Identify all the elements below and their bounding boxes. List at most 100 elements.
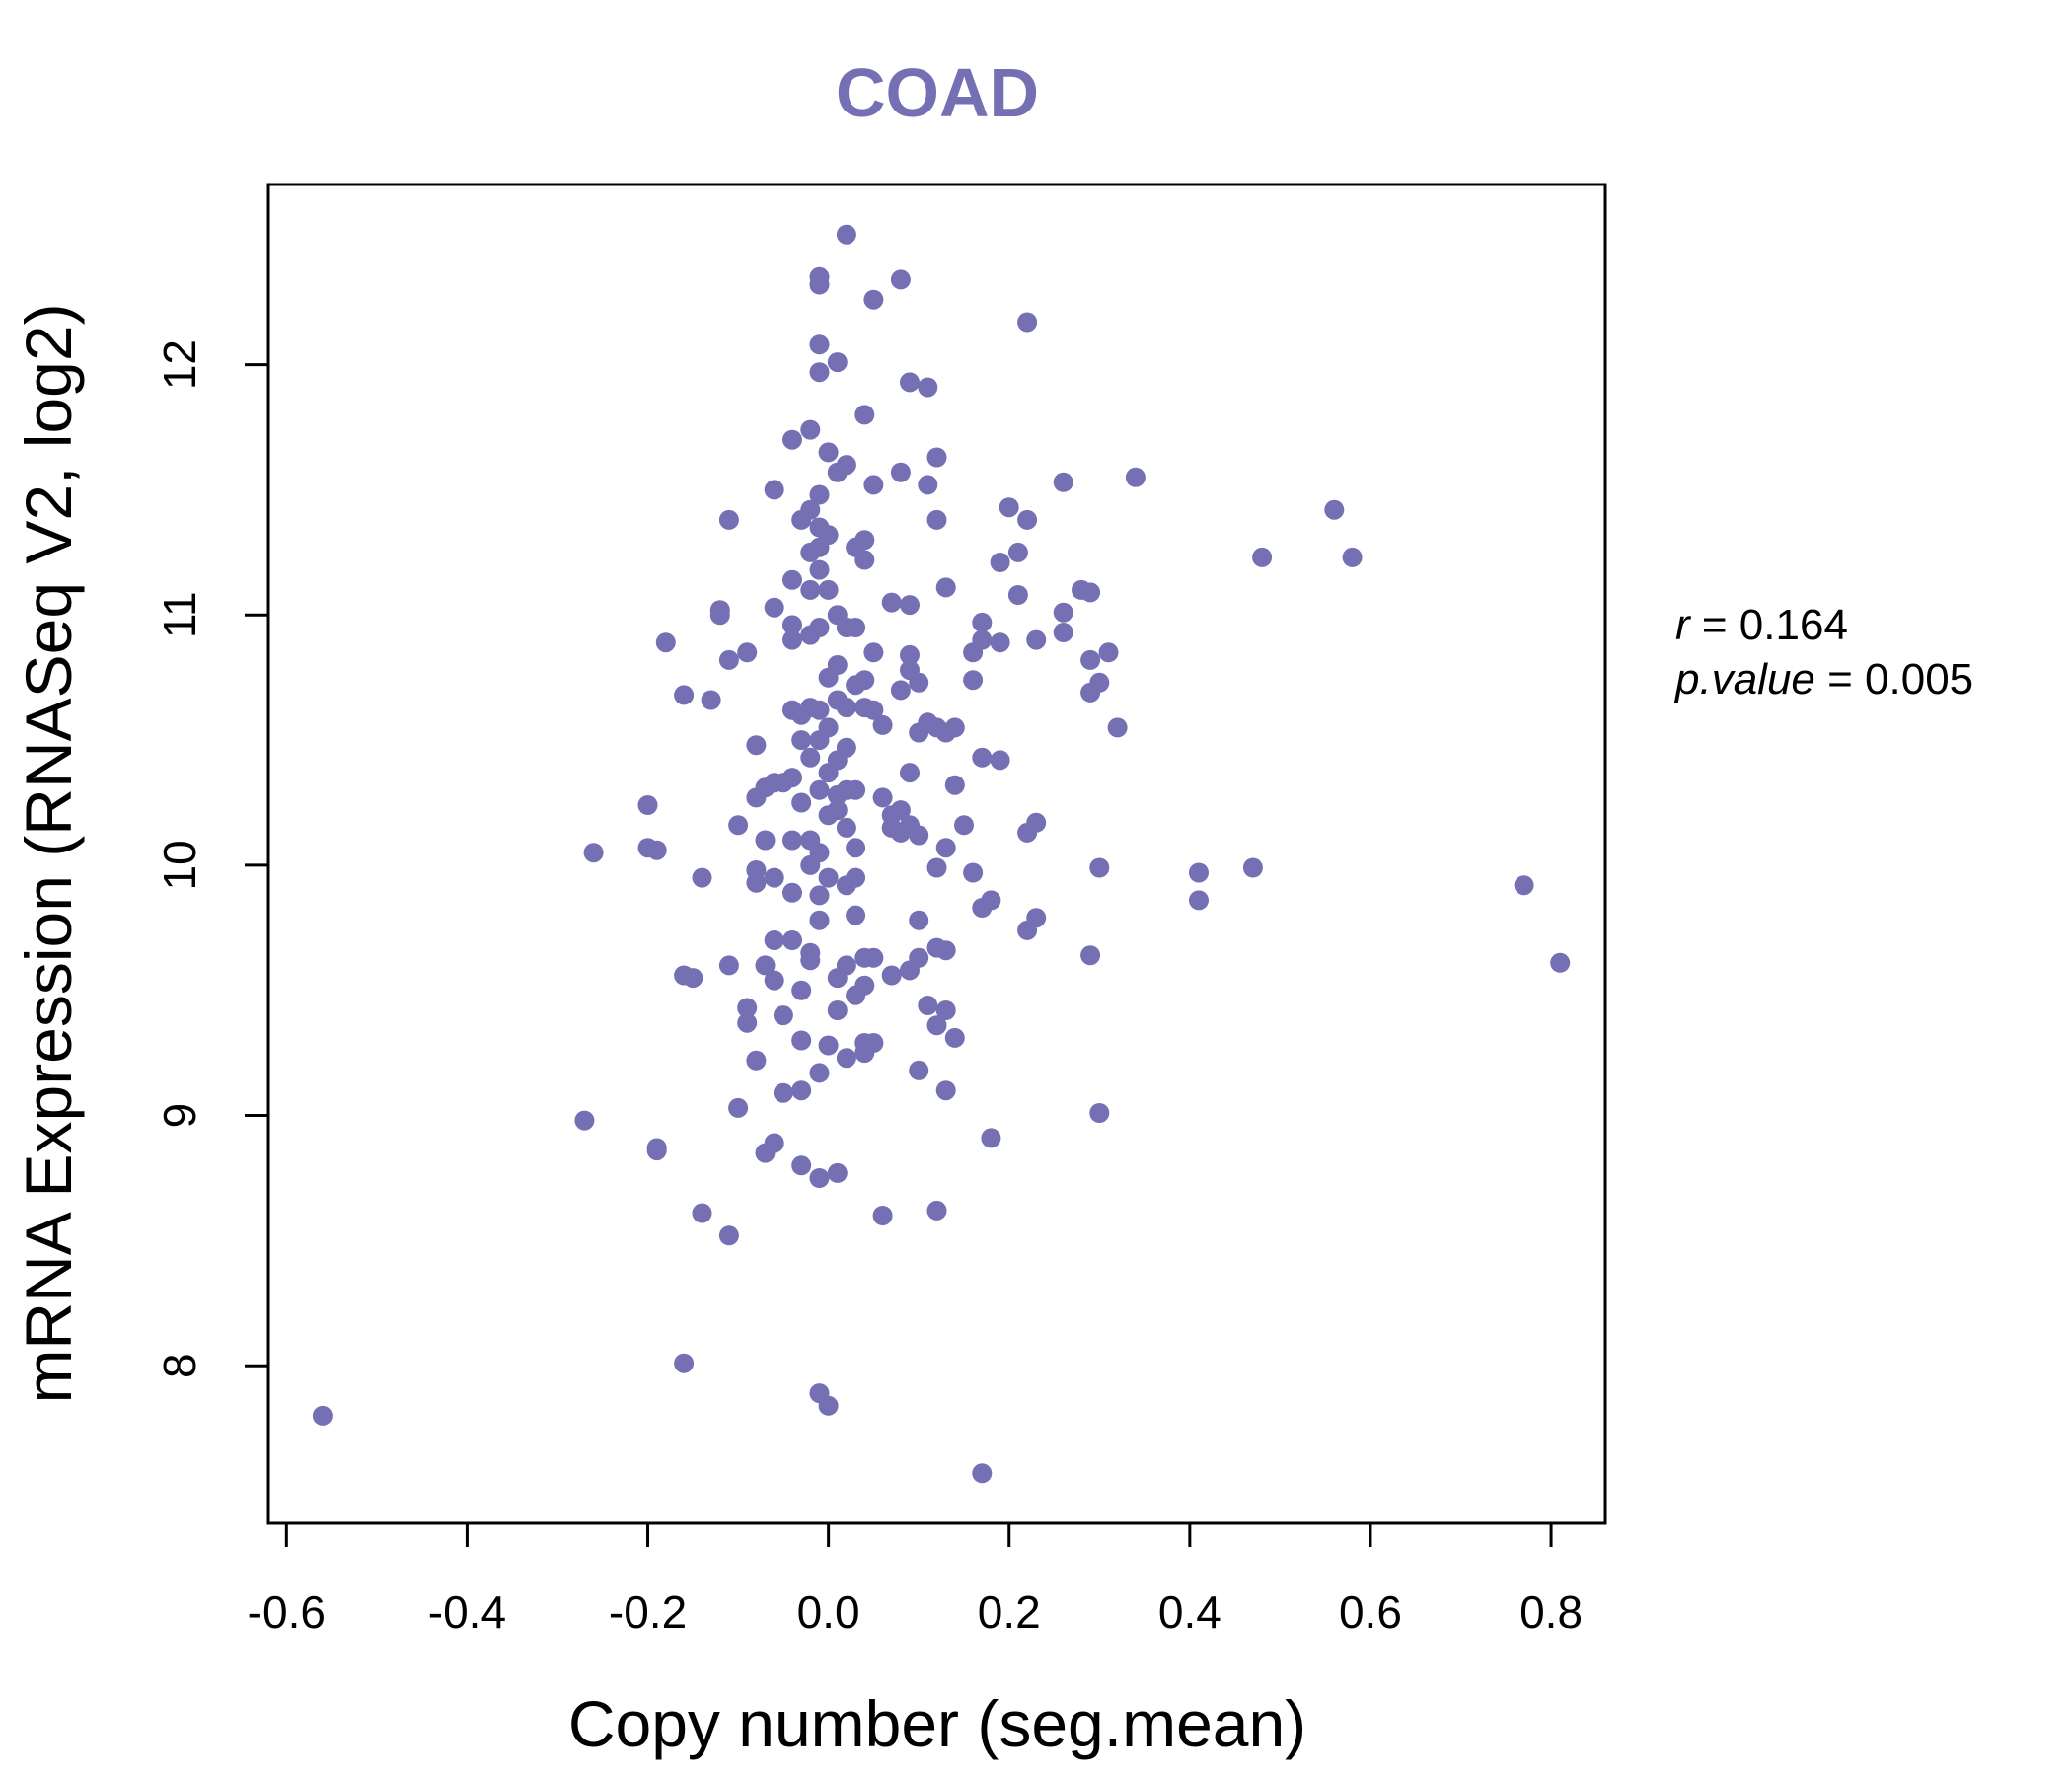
x-tick-label: 0.8 (1519, 1587, 1583, 1638)
data-point (773, 1082, 793, 1103)
p-value-value: = 0.005 (1815, 655, 1973, 703)
data-point (728, 1097, 749, 1118)
data-point (854, 975, 875, 996)
data-point (718, 1225, 739, 1246)
y-tick-label: 11 (154, 591, 205, 638)
data-point (836, 698, 856, 718)
data-point (1514, 875, 1534, 896)
data-point (972, 1463, 993, 1484)
data-point (1053, 623, 1073, 642)
data-point (990, 632, 1010, 653)
data-point (944, 775, 965, 795)
data-point (863, 700, 884, 720)
data-point (809, 618, 830, 637)
data-point (890, 462, 911, 482)
data-point (692, 867, 712, 888)
data-point (809, 910, 830, 930)
data-point (818, 442, 839, 463)
data-point (791, 792, 812, 813)
data-point (918, 996, 938, 1015)
x-tick-label: -0.2 (609, 1587, 687, 1638)
data-point (846, 618, 866, 637)
data-point (809, 484, 830, 505)
points-layer (312, 224, 1571, 1484)
data-point (918, 377, 938, 398)
x-tick-label: 0.6 (1339, 1587, 1402, 1638)
data-point (918, 475, 938, 495)
data-point (818, 525, 839, 546)
data-point (800, 499, 821, 520)
data-point (1252, 547, 1273, 567)
x-axis-label: Copy number (seg.mean) (568, 1687, 1306, 1760)
data-point (836, 817, 856, 838)
data-point (935, 1000, 956, 1020)
data-point (1007, 585, 1028, 605)
data-point (800, 747, 821, 768)
data-point (863, 475, 884, 495)
data-point (944, 1027, 965, 1048)
data-point (1189, 862, 1209, 883)
data-point (782, 930, 802, 950)
data-point (935, 1080, 956, 1101)
data-point (683, 968, 703, 989)
r-annotation: r = 0.164 (1675, 601, 1848, 649)
data-point (863, 947, 884, 968)
data-point (836, 455, 856, 476)
data-point (890, 680, 911, 701)
data-point (1098, 642, 1119, 663)
data-point (800, 950, 821, 971)
data-point (926, 1015, 947, 1036)
data-point (764, 597, 784, 618)
data-point (809, 885, 830, 906)
data-point (818, 1395, 839, 1416)
data-point (863, 1033, 884, 1053)
data-point (900, 595, 920, 616)
data-point (791, 980, 812, 1000)
data-point (990, 750, 1010, 771)
x-axis: -0.6 -0.4 -0.2 0.0 0.2 0.4 0.6 0.8 (248, 1521, 1583, 1638)
data-point (791, 1155, 812, 1176)
data-point (900, 763, 920, 783)
data-point (854, 530, 875, 551)
y-axis: 8 9 10 11 12 (154, 339, 270, 1378)
data-point (963, 670, 984, 691)
data-point (935, 577, 956, 598)
data-point (900, 372, 920, 393)
data-point (846, 867, 866, 888)
data-point (692, 1203, 712, 1223)
data-point (872, 1206, 893, 1225)
data-point (1017, 509, 1038, 530)
data-point (972, 629, 993, 650)
data-point (646, 1141, 667, 1161)
data-point (827, 655, 848, 675)
y-tick-label: 8 (154, 1353, 205, 1378)
data-point (854, 405, 875, 425)
data-point (972, 612, 993, 632)
data-point (999, 497, 1019, 518)
data-point (818, 1035, 839, 1056)
data-point (583, 843, 604, 863)
data-point (1053, 602, 1073, 623)
data-point (900, 644, 920, 665)
data-point (701, 690, 721, 710)
data-point (854, 550, 875, 570)
data-point (909, 825, 929, 846)
r-symbol: r (1675, 601, 1692, 649)
data-point (773, 1005, 793, 1026)
data-point (782, 882, 802, 903)
data-point (646, 840, 667, 860)
x-tick-label: 0.2 (978, 1587, 1041, 1638)
chart-title: COAD (836, 54, 1039, 131)
data-point (809, 559, 830, 580)
data-point (764, 970, 784, 991)
data-point (755, 830, 776, 851)
data-point (818, 579, 839, 600)
x-tick-label: -0.4 (428, 1587, 506, 1638)
data-point (890, 800, 911, 821)
data-point (909, 910, 929, 930)
data-point (1089, 672, 1110, 693)
data-point (809, 700, 830, 720)
data-point (1007, 542, 1028, 562)
data-point (1242, 857, 1263, 878)
data-point (718, 509, 739, 530)
